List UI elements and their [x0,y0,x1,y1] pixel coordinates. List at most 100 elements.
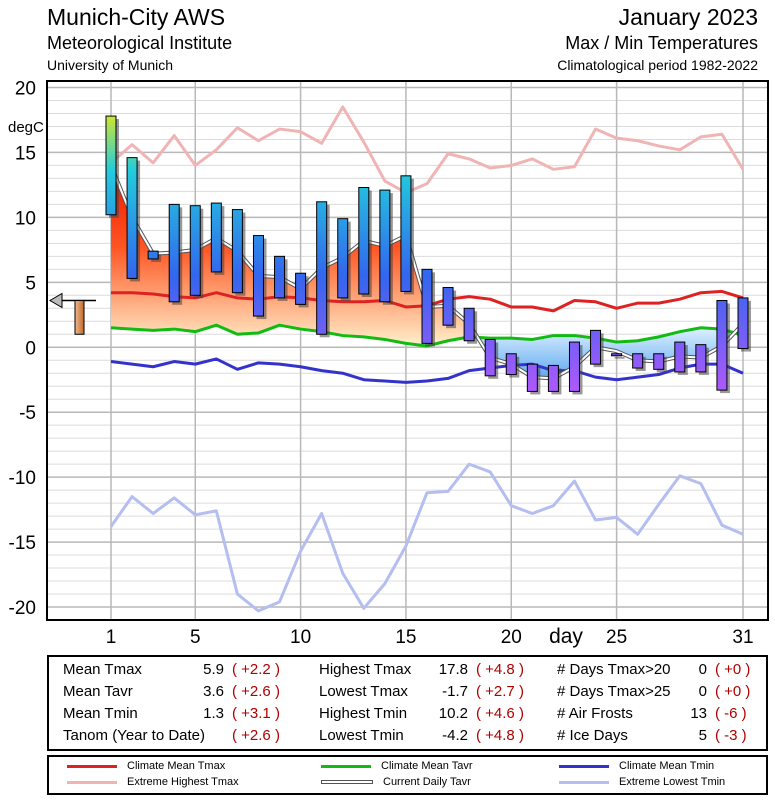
stat-anomaly: ( +4.6 ) [476,705,524,722]
stat-label: Tanom (Year to Date) [63,727,206,744]
daily-bar-day-13 [358,187,370,295]
stat-anomaly: ( -3 ) [715,727,747,744]
extreme-lowest-tmin-line [109,462,744,613]
legend-item: Extreme Lowest Tmin [559,776,725,788]
daily-bar-day-25 [611,353,623,357]
stat-value: 5 [698,727,707,744]
university-name: University of Munich [47,57,174,73]
y-tick-label: 0 [25,338,36,359]
stat-value: 10.2 [438,705,468,722]
y-tick-label: 15 [15,143,36,164]
legend: Climate Mean Tmax Climate Mean Tavr Climat… [47,755,768,795]
x-tick-label: 31 [732,627,753,648]
stat-anomaly: ( +4.8 ) [476,661,524,678]
y-tick-label: 10 [15,208,36,229]
legend-swatch [321,764,371,768]
legend-item: Extreme Highest Tmax [67,776,239,788]
institute-name: Meteorological Institute [47,33,233,53]
x-axis-label: day [549,625,583,648]
legend-label: Climate Mean Tmax [127,760,226,772]
stat-label: Lowest Tmin [319,727,404,744]
stat-anomaly: ( +2.6 ) [232,683,280,700]
y-tick-label: -20 [9,598,36,619]
daily-bar-day-3 [147,250,159,260]
daily-bar-day-7 [231,209,243,294]
legend-item: Climate Mean Tmax [67,760,225,772]
stat-anomaly: ( +2.7 ) [476,683,524,700]
stat-label: Mean Tmin [63,705,138,722]
stat-value: -4.2 [442,727,468,744]
daily-bar-day-19 [484,338,496,377]
daily-bar-day-18 [463,307,475,342]
stat-label: Highest Tmax [319,661,412,678]
daily-bar-day-11 [316,201,328,335]
daily-bar-day-28 [674,341,686,373]
legend-swatch [67,764,117,768]
legend-label: Climate Mean Tavr [381,760,473,772]
daily-bar-day-26 [632,353,644,369]
stat-value: 3.6 [203,683,224,700]
stat-anomaly: ( +4.8 ) [476,727,524,744]
daily-bar-day-23 [568,341,580,392]
plot-frame [46,80,769,621]
daily-bar-day-8 [252,235,264,317]
stat-label: Lowest Tmax [319,683,408,700]
daily-bar-day-17 [442,287,454,326]
x-tick-label: 1 [106,627,117,648]
daily-bar-day-5 [189,205,201,296]
stat-label: Mean Tavr [63,683,133,700]
stat-value: 0 [698,683,707,700]
daily-bar-day-4 [168,203,180,303]
legend-swatch [321,780,373,784]
tanom-bar [74,299,85,335]
daily-bar-day-21 [526,363,538,392]
anomaly-marker [49,292,96,335]
legend-label: Climate Mean Tmin [619,760,715,772]
stat-anomaly: ( -6 ) [715,705,747,722]
daily-bar-day-12 [337,218,349,299]
y-tick-label: 20 [15,78,36,99]
legend-swatch [559,780,609,784]
legend-swatch [559,764,609,768]
x-tick-label: 5 [190,627,201,648]
month-title: January 2023 [618,4,758,30]
y-tick-label: 5 [25,273,36,294]
station-title: Munich-City AWS [47,4,226,30]
daily-bar-day-10 [295,272,307,305]
chart-subtitle: Max / Min Temperatures [565,33,758,53]
daily-bar-day-6 [210,202,222,273]
daily-bar-day-14 [379,189,391,303]
y-tick-label: -10 [9,468,36,489]
y-axis-unit: degC [8,119,44,136]
climatological-period: Climatological period 1982-2022 [557,57,758,73]
stat-anomaly: ( +2.2 ) [232,661,280,678]
stat-anomaly: ( +0 ) [715,661,751,678]
daily-bar-day-9 [274,255,286,299]
stat-label: Highest Tmin [319,705,408,722]
stat-anomaly: ( +3.1 ) [232,705,280,722]
daily-bar-day-1 [105,115,117,216]
x-tick-label: 20 [501,627,522,648]
stat-value: 17.8 [438,661,468,678]
bar-shadow [614,356,625,359]
stat-anomaly: ( +0 ) [715,683,751,700]
x-tick-label: 25 [606,627,627,648]
x-tick-label: 10 [290,627,311,648]
legend-item: Climate Mean Tavr [321,760,473,772]
daily-bar-day-2 [126,157,138,279]
legend-item: Climate Mean Tmin [559,760,714,772]
statistics-panel: Mean Tmax 5.9 ( +2.2 ) Mean Tavr 3.6 ( +2.6 )… [47,655,768,751]
y-tick-label: -15 [9,533,36,554]
y-axis: 20 15 10 5 0 -5 -10 -15 -20 degC [8,78,44,619]
legend-swatch [67,780,117,784]
climate-mean-tmin-line [110,357,744,384]
extreme-highest-tmax-line [110,105,745,195]
daily-bar-day-20 [505,353,517,376]
daily-bar-day-15 [400,175,412,292]
marker-arrow [49,292,63,309]
stat-anomaly: ( +2.6 ) [232,727,280,744]
stat-label: Mean Tmax [63,661,142,678]
x-tick-label: 15 [395,627,416,648]
daily-bar-day-30 [716,299,728,391]
